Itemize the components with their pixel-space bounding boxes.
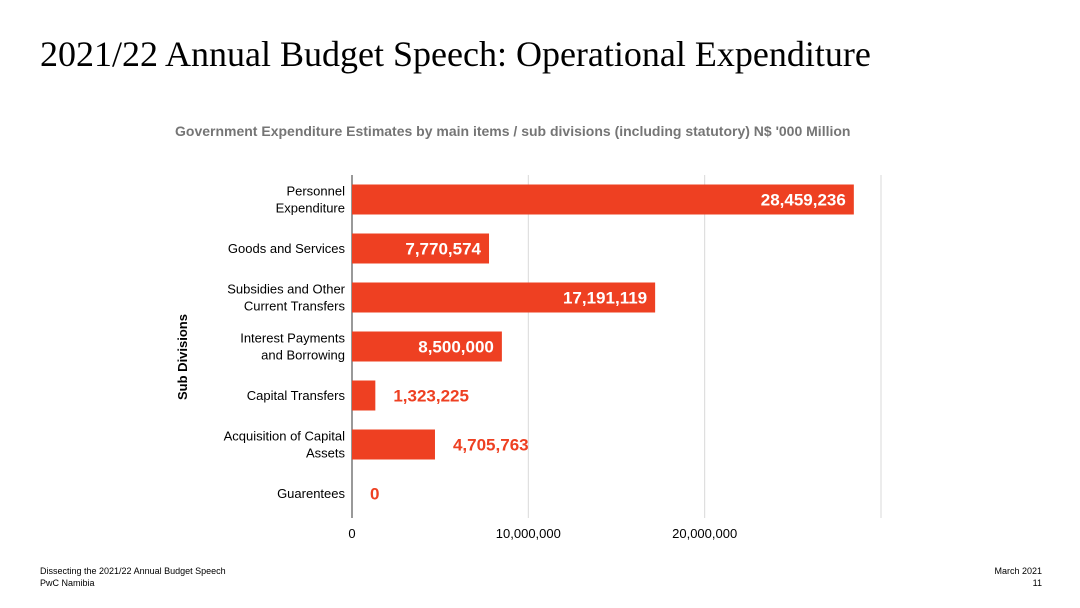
footer-left: Dissecting the 2021/22 Annual Budget Spe… <box>40 565 226 589</box>
data-label: 1,323,225 <box>393 387 469 406</box>
category-label: Acquisition of Capital Assets <box>224 429 346 461</box>
data-label: 17,191,119 <box>563 289 647 308</box>
x-tick-labels: 0 10,000,000 20,000,000 <box>348 526 737 541</box>
bar <box>352 233 490 264</box>
x-tick-label: 0 <box>348 526 355 541</box>
data-label: 0 <box>370 485 379 504</box>
category-label: Subsidies and Other Current Transfers <box>227 282 345 314</box>
data-label: 28,459,236 <box>761 191 846 210</box>
slide-title: 2021/22 Annual Budget Speech: Operationa… <box>40 34 871 74</box>
bar <box>352 282 656 313</box>
bar <box>352 184 854 215</box>
data-label: 4,705,763 <box>453 436 529 455</box>
bar <box>352 429 435 460</box>
category-label: Goods and Services <box>228 241 346 256</box>
category-label: Capital Transfers <box>247 388 346 403</box>
category-label: Personnel Expenditure <box>276 184 345 216</box>
bars: 28,459,236 7,770,574 17,191,119 8,500,000 1,… <box>352 184 854 504</box>
y-axis-label: Sub Divisions <box>175 314 190 400</box>
x-tick-label: 20,000,000 <box>672 526 737 541</box>
footer-right: March 2021 11 <box>994 565 1042 589</box>
category-label: Guarentees <box>277 486 345 501</box>
data-label: 8,500,000 <box>418 338 494 357</box>
category-labels: Personnel Expenditure Goods and Services Su… <box>224 184 346 502</box>
x-tick-label: 10,000,000 <box>496 526 561 541</box>
footer-presentation-title: Dissecting the 2021/22 Annual Budget Spe… <box>40 566 226 576</box>
category-label: Interest Payments and Borrowing <box>240 331 345 363</box>
footer-date: March 2021 <box>994 566 1042 576</box>
bar <box>352 380 376 411</box>
bar <box>352 331 502 362</box>
chart-title: Government Expenditure Estimates by main… <box>175 123 851 139</box>
footer-page-number: 11 <box>1032 578 1042 588</box>
data-label: 7,770,574 <box>405 240 481 259</box>
footer-company: PwC Namibia <box>40 578 95 588</box>
